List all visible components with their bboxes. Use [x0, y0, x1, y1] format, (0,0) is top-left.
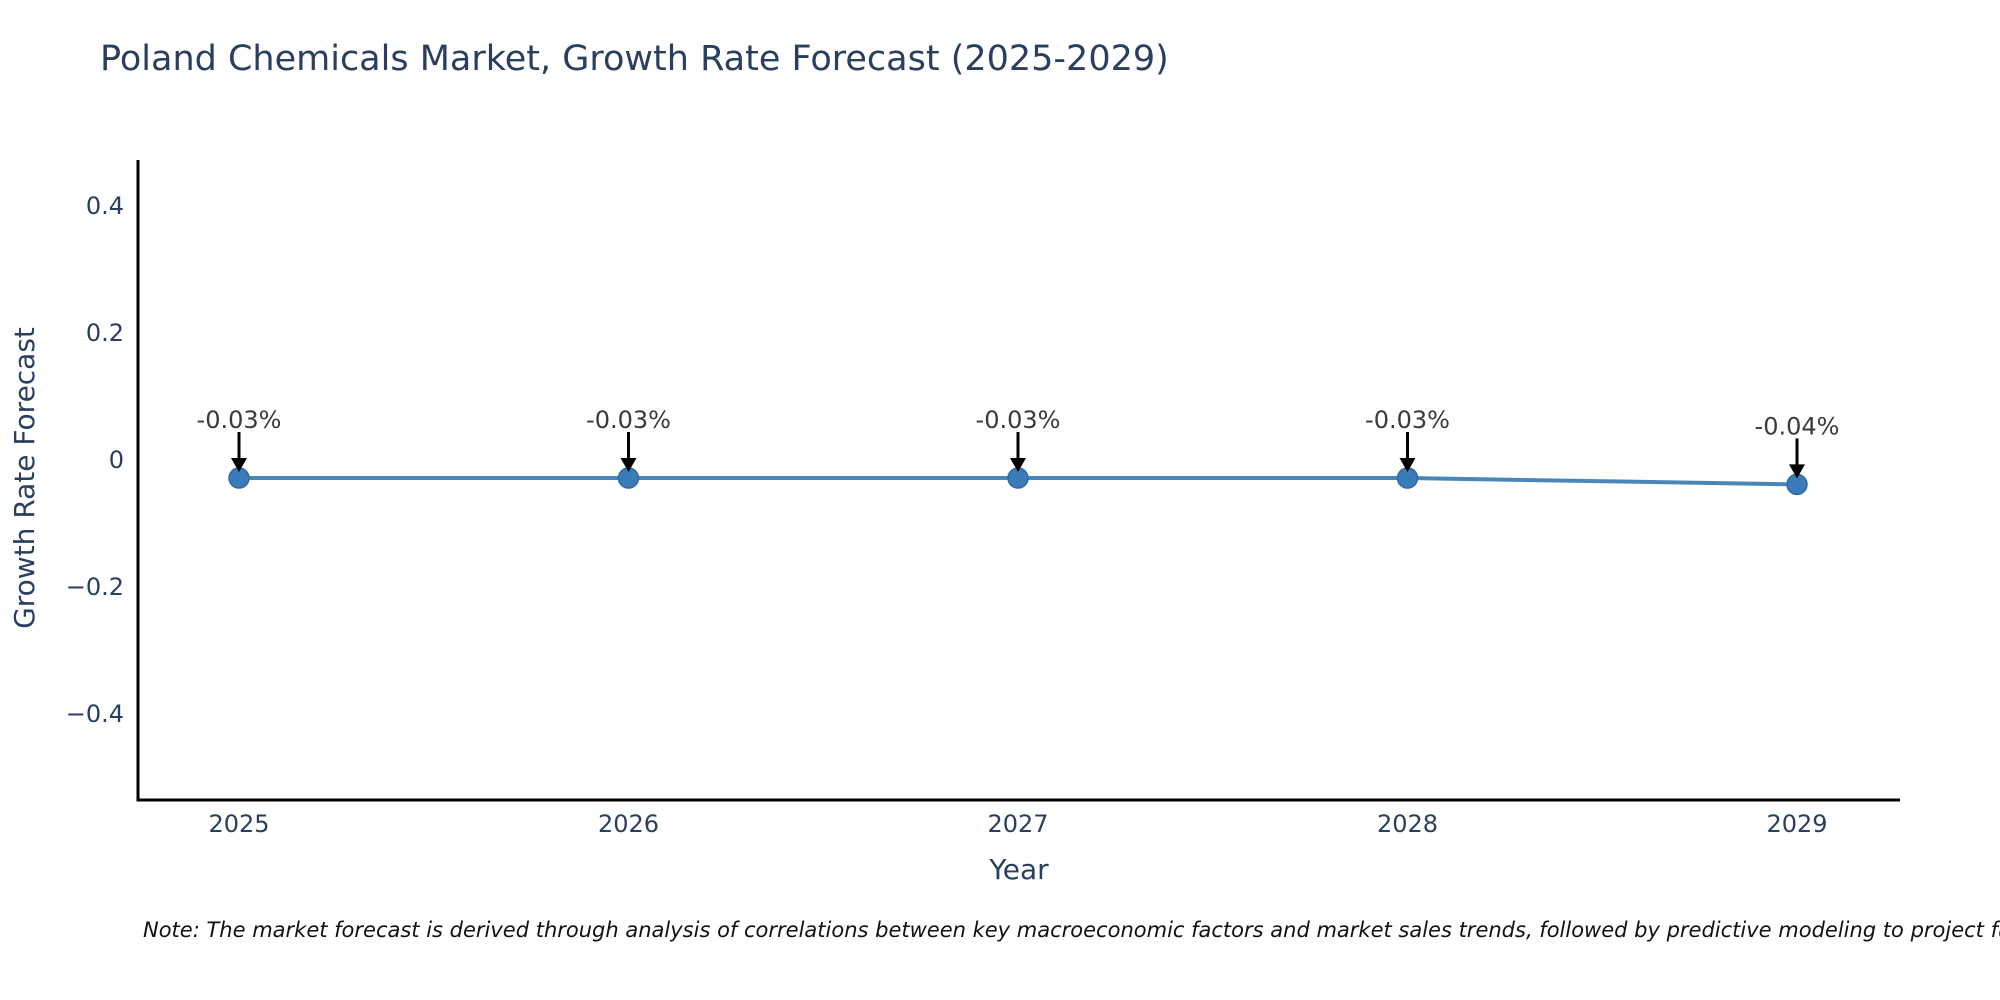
annotation-arrowhead: [620, 458, 637, 473]
point-annotation: -0.03%: [976, 406, 1061, 434]
annotation-arrowhead: [231, 458, 247, 473]
annotation-arrowhead: [1010, 458, 1026, 473]
y-tick-label: −0.4: [66, 700, 124, 728]
x-tick-label: 2025: [208, 810, 269, 838]
footnote: Note: The market forecast is derived thr…: [143, 918, 2000, 942]
y-axis-title: Growth Rate Forecast: [8, 327, 41, 629]
y-tick-label: 0.2: [86, 319, 124, 347]
annotation-arrowhead: [1789, 464, 1805, 479]
annotation-arrowhead: [1399, 458, 1416, 473]
point-annotation: -0.04%: [1755, 412, 1840, 440]
y-tick-label: 0: [109, 446, 124, 474]
point-annotation: -0.03%: [1365, 406, 1450, 434]
y-tick-label: −0.2: [66, 573, 124, 601]
chart-title: Poland Chemicals Market, Growth Rate For…: [100, 39, 1169, 79]
x-tick-label: 2029: [1766, 810, 1827, 838]
point-annotation: -0.03%: [586, 406, 671, 434]
point-annotation: -0.03%: [197, 406, 282, 434]
y-tick-label: 0.4: [86, 192, 124, 220]
x-tick-label: 2028: [1377, 810, 1438, 838]
x-axis-title: Year: [989, 853, 1049, 886]
x-tick-label: 2026: [598, 810, 659, 838]
x-tick-label: 2027: [987, 810, 1048, 838]
